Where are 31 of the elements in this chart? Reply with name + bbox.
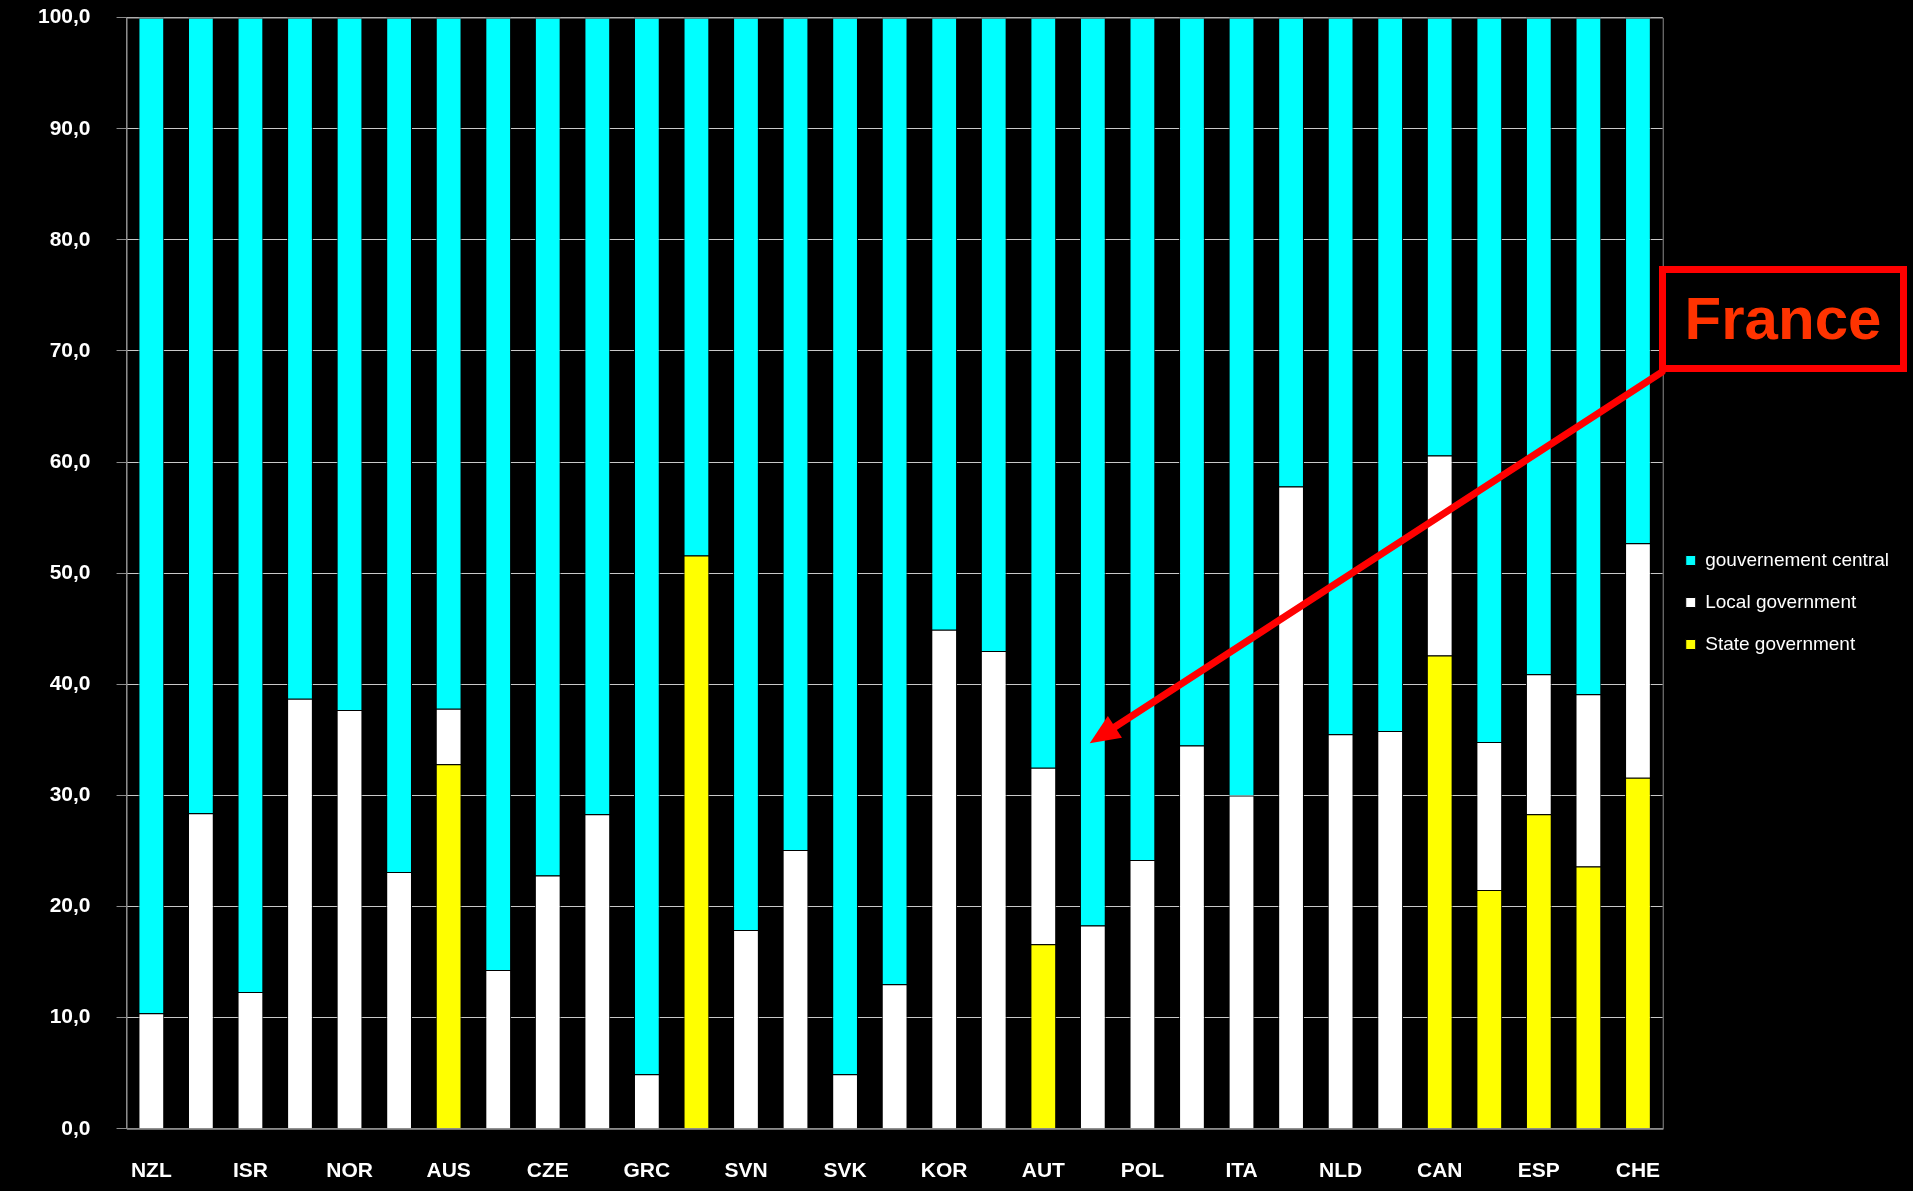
y-tick-label: 50,0 bbox=[49, 560, 91, 583]
x-tick-label: KOR bbox=[920, 1158, 968, 1182]
x-tick-label: NLD bbox=[1319, 1158, 1363, 1182]
x-tick-label: CAN bbox=[1416, 1158, 1463, 1182]
y-tick-label: 60,0 bbox=[49, 448, 91, 472]
callout-frame: France bbox=[1659, 266, 1907, 372]
y-tick-label: 30,0 bbox=[49, 782, 91, 806]
x-tick-label: SVK bbox=[823, 1158, 867, 1182]
y-tick-label: 40,0 bbox=[49, 671, 91, 695]
x-tick-label: NZL bbox=[130, 1158, 172, 1182]
x-tick-label: ISR bbox=[232, 1158, 268, 1182]
x-tick-label: CHE bbox=[1615, 1158, 1661, 1182]
y-tick-label: 100,0 bbox=[37, 4, 91, 28]
x-tick-label: AUT bbox=[1021, 1158, 1066, 1182]
x-tick-label: GRC bbox=[623, 1158, 671, 1182]
x-tick-label: ESP bbox=[1517, 1158, 1560, 1182]
legend-label: gouvernement central bbox=[1705, 548, 1890, 570]
y-tick-label: 20,0 bbox=[49, 893, 91, 917]
y-tick-label: 70,0 bbox=[49, 337, 91, 361]
x-tick-label: NOR bbox=[326, 1158, 373, 1182]
x-tick-label: POL bbox=[1120, 1158, 1165, 1182]
x-tick-label: AUS bbox=[426, 1158, 471, 1182]
y-tick-label: 10,0 bbox=[49, 1004, 91, 1028]
x-tick-label: CZE bbox=[526, 1158, 569, 1182]
y-tick-label: 80,0 bbox=[49, 226, 91, 250]
legend-label: Local government bbox=[1705, 590, 1857, 612]
legend-label: State government bbox=[1705, 632, 1856, 654]
y-tick-label: 90,0 bbox=[49, 115, 91, 139]
y-tick-label: 0,0 bbox=[61, 1115, 91, 1139]
x-tick-label: ITA bbox=[1225, 1158, 1258, 1182]
x-tick-label: SVN bbox=[724, 1158, 768, 1182]
